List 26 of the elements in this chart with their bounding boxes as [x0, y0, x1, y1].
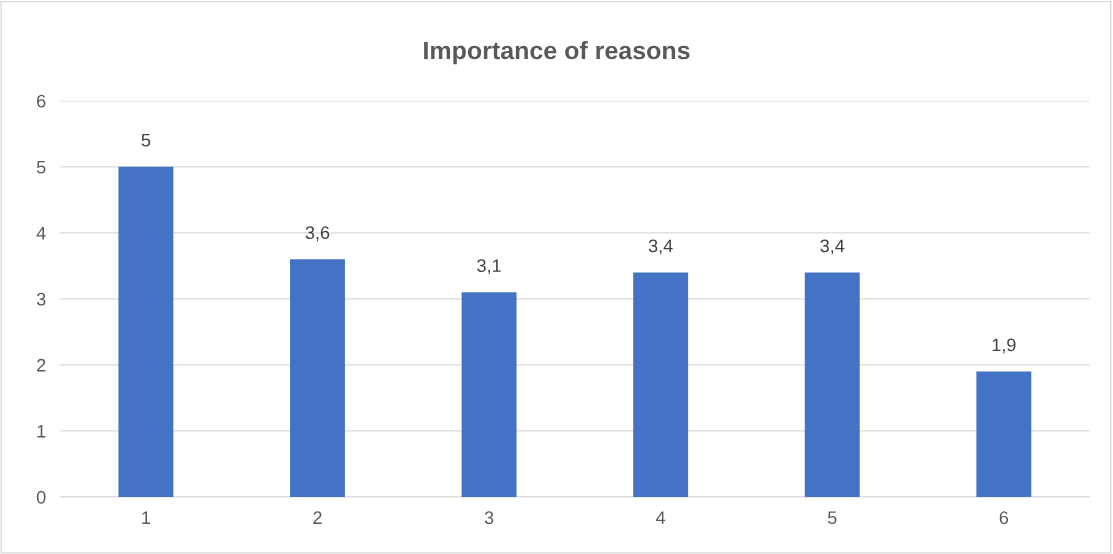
y-tick-label: 4: [36, 226, 46, 240]
x-tick-label: 3: [484, 511, 494, 525]
x-tick-label: 4: [656, 511, 666, 524]
data-label: 5: [141, 134, 151, 147]
bar: [461, 292, 517, 497]
data-label: 3,4: [820, 239, 845, 255]
y-tick-label: 0: [36, 490, 46, 504]
x-tick-label: 6: [999, 511, 1009, 525]
data-label: 3,4: [648, 239, 673, 255]
x-tick-label: 1: [142, 511, 151, 524]
y-tick-label: 3: [36, 292, 46, 306]
bar: [976, 371, 1032, 497]
bar: [290, 259, 345, 497]
chart-title: Importance of reasons: [424, 40, 690, 65]
data-label: 3,1: [477, 259, 501, 275]
bar: [633, 272, 689, 497]
data-label: 1,9: [992, 338, 1016, 354]
y-tick-label: 6: [37, 94, 46, 108]
bar: [804, 272, 860, 497]
x-tick-label: 5: [827, 511, 837, 525]
y-tick-label: 1: [37, 425, 46, 438]
y-tick-label: 2: [37, 358, 46, 372]
x-tick-label: 2: [313, 511, 322, 524]
y-tick-label: 5: [36, 160, 46, 174]
bar: [118, 166, 174, 497]
data-label: 3,6: [305, 226, 330, 242]
